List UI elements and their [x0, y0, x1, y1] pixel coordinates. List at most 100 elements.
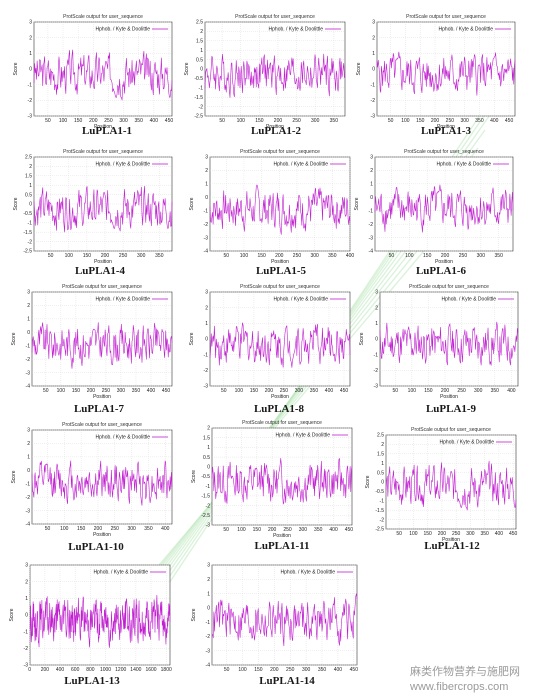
x-tick-label: 450	[162, 388, 171, 394]
y-tick-label: -2	[369, 222, 374, 228]
y-tick-label: 0	[381, 480, 384, 486]
y-axis-label: Score	[359, 332, 365, 345]
y-tick-label: 1.5	[196, 39, 203, 45]
x-axis-label: Position	[273, 533, 291, 539]
x-tick-label: 150	[416, 118, 425, 124]
x-tick-label: 150	[253, 527, 262, 533]
x-tick-label: 50	[396, 531, 402, 537]
x-axis-label: Position	[271, 259, 289, 265]
y-tick-label: -1	[204, 352, 209, 358]
panel-caption: LuPLA1-9	[426, 403, 477, 415]
legend-label: Hphob. / Kyte & Doolittle	[276, 433, 331, 439]
y-tick-label: -2.5	[201, 513, 210, 519]
y-tick-label: -4	[206, 663, 211, 669]
x-tick-label: 150	[83, 253, 92, 259]
y-tick-label: 0	[205, 337, 208, 343]
x-tick-label: 100	[237, 118, 246, 124]
x-tick-label: 250	[111, 526, 120, 532]
x-tick-label: 150	[255, 118, 264, 124]
hydropathy-series	[204, 53, 346, 98]
y-tick-label: 1	[29, 183, 32, 189]
hydropathy-series	[31, 322, 173, 369]
plot-title: ProtScale output for user_sequence	[242, 420, 322, 426]
y-tick-label: -3	[374, 384, 379, 390]
x-tick-label: 100	[240, 253, 249, 259]
x-tick-label: 100	[409, 531, 418, 537]
x-tick-label: 200	[275, 253, 284, 259]
x-tick-label: 250	[119, 253, 128, 259]
x-tick-label: 350	[132, 388, 141, 394]
hydropathy-series	[209, 184, 351, 235]
y-tick-label: -1	[374, 352, 379, 358]
y-tick-label: -3	[26, 370, 31, 376]
y-tick-label: -3	[26, 508, 31, 514]
watermark-text-cn: 麻类作物营养与施肥网	[410, 664, 520, 678]
plot-title: ProtScale output for user_sequence	[63, 149, 143, 155]
y-tick-label: -3	[204, 235, 209, 241]
plot-frame	[211, 564, 358, 666]
y-tick-label: 1.5	[203, 435, 210, 441]
panel-caption: LuPLA1-8	[254, 403, 305, 415]
x-tick-label: 400	[334, 667, 343, 673]
plot-frame	[31, 429, 173, 525]
x-tick-label: 600	[71, 667, 80, 673]
x-tick-label: 350	[495, 253, 504, 259]
panel-caption: LuPLA1-1	[82, 125, 132, 137]
y-tick-label: -0.5	[23, 211, 32, 217]
y-tick-label: 3	[372, 20, 375, 26]
y-tick-label: -1.5	[23, 230, 32, 236]
y-axis-label: Score	[13, 62, 19, 75]
x-tick-label: 50	[389, 253, 395, 259]
hydropathy-series	[379, 321, 519, 366]
x-tick-label: 200	[274, 118, 283, 124]
x-tick-label: 350	[135, 118, 144, 124]
y-tick-label: -2	[28, 239, 33, 245]
y-tick-label: 2	[200, 29, 203, 35]
legend-label: Hphob. / Kyte & Doolittle	[437, 162, 492, 168]
y-tick-label: -2	[199, 104, 204, 110]
x-tick-label: 150	[423, 253, 432, 259]
hydropathy-series	[385, 460, 517, 511]
x-tick-label: 300	[299, 527, 308, 533]
y-tick-label: 3	[205, 155, 208, 161]
panel-caption: LuPLA1-6	[416, 265, 467, 277]
legend-label: Hphob. / Kyte & Doolittle	[96, 297, 151, 303]
x-tick-label: 450	[505, 118, 514, 124]
x-tick-label: 250	[280, 388, 289, 394]
y-axis-label: Score	[189, 332, 195, 345]
plot-title: ProtScale output for user_sequence	[404, 149, 484, 155]
y-tick-label: -1	[24, 629, 29, 635]
x-tick-label: 300	[117, 388, 126, 394]
y-tick-label: 0	[370, 195, 373, 201]
x-tick-label: 350	[318, 667, 327, 673]
x-tick-label: 50	[221, 388, 227, 394]
y-tick-label: -2	[26, 357, 31, 363]
y-tick-label: -4	[369, 249, 374, 255]
y-tick-label: 0	[27, 330, 30, 336]
x-tick-label: 50	[219, 118, 225, 124]
y-tick-label: 2	[372, 35, 375, 41]
y-tick-label: -1	[26, 481, 31, 487]
x-tick-label: 400	[150, 118, 159, 124]
y-tick-label: 2	[207, 426, 210, 432]
x-tick-label: 250	[459, 253, 468, 259]
x-tick-label: 150	[254, 667, 263, 673]
x-tick-label: 450	[340, 388, 349, 394]
y-tick-label: 3	[29, 20, 32, 26]
x-tick-label: 100	[65, 253, 74, 259]
x-tick-label: 100	[238, 667, 247, 673]
y-tick-label: -1	[199, 86, 204, 92]
x-tick-label: 350	[328, 253, 337, 259]
y-tick-label: -3	[369, 235, 374, 241]
y-tick-label: -1	[28, 82, 33, 88]
x-tick-label: 300	[460, 118, 469, 124]
x-axis-label: Position	[435, 259, 453, 265]
y-tick-label: -1.5	[375, 508, 384, 514]
y-tick-label: 1	[381, 461, 384, 467]
y-tick-label: 2.5	[25, 155, 32, 161]
plot-title: ProtScale output for user_sequence	[62, 422, 142, 428]
x-tick-label: 400	[325, 388, 334, 394]
x-tick-label: 150	[250, 388, 259, 394]
